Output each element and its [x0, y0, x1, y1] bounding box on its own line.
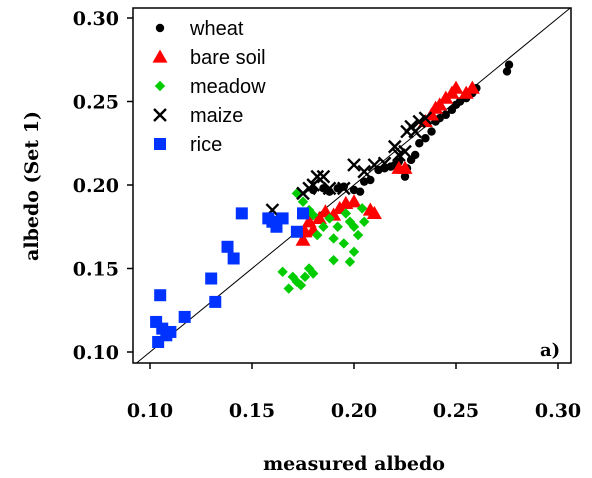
meadow-point: [340, 208, 352, 219]
meadow-point: [277, 266, 288, 278]
y-tick-label: 0.15: [73, 259, 119, 281]
x-tick-label: 0.20: [331, 400, 377, 422]
rice-point: [164, 325, 177, 338]
maize-point: [387, 139, 402, 154]
legend-maize-marker: [153, 108, 167, 122]
legend-meadow-marker: [154, 80, 166, 92]
legend-rice-label: rice: [190, 134, 222, 156]
rice-point: [154, 289, 167, 302]
rice-point: [221, 240, 234, 253]
wheat-point: [504, 60, 514, 69]
bare-soil-point: [448, 80, 464, 94]
wheat-point: [441, 110, 450, 120]
legend-rice-marker: [154, 138, 166, 150]
rice-point: [205, 272, 218, 285]
meadow-point: [344, 256, 356, 268]
maize-point: [336, 181, 351, 196]
meadow-point: [352, 229, 364, 241]
x-tick-label: 0.10: [127, 400, 173, 422]
maize-point: [310, 169, 325, 184]
y-axis-title: albedo (Set 1): [21, 111, 43, 261]
meadow-point: [338, 238, 349, 249]
rice-point: [235, 207, 248, 220]
legend-wheat-label: wheat: [189, 18, 244, 40]
maize-point: [377, 156, 392, 171]
meadow-point: [359, 216, 370, 227]
bare-soil-point: [432, 97, 448, 111]
meadow-point: [324, 213, 335, 224]
x-axis: 0.10 0.15 0.20 0.25 0.30: [127, 363, 581, 422]
wheat-point: [455, 97, 465, 106]
meadow-point: [299, 271, 311, 283]
bare-soil-point: [366, 205, 382, 220]
meadow-point: [348, 246, 360, 257]
meadow-point: [312, 229, 323, 241]
maize-point: [408, 124, 423, 139]
bare-soil-point: [397, 160, 413, 174]
wheat-point: [319, 184, 328, 193]
bare-soil-point: [295, 232, 311, 246]
maize-point: [347, 158, 361, 172]
maize-point: [398, 144, 412, 159]
meadow-point: [283, 283, 294, 294]
meadow-point: [328, 254, 339, 266]
rice-point: [297, 207, 309, 220]
one-to-one-line: [136, 7, 571, 364]
legend-bare-soil-marker: [152, 49, 168, 63]
data-points: [150, 60, 514, 348]
meadow-point: [297, 196, 309, 207]
maize-point: [418, 111, 433, 126]
maize-point: [357, 164, 372, 179]
maize-point: [316, 169, 331, 184]
meadow-point: [295, 280, 307, 291]
wheat-point: [427, 127, 436, 136]
legend-maize-label: maize: [190, 105, 243, 127]
meadow-point: [356, 203, 368, 214]
wheat-point: [415, 139, 424, 148]
rice-point: [209, 295, 222, 308]
meadow-point: [348, 221, 360, 232]
legend-bare-soil-label: bare soil: [190, 47, 266, 69]
y-tick-label: 0.20: [73, 175, 119, 197]
bare-soil-point: [311, 210, 327, 225]
rice-point: [290, 225, 303, 238]
meadow-point: [318, 221, 329, 232]
bare-soil-point: [464, 80, 480, 94]
x-tick-label: 0.15: [229, 400, 275, 422]
x-tick-label: 0.25: [433, 400, 479, 422]
panel-tag: a): [540, 340, 560, 361]
meadow-point: [308, 268, 319, 279]
wheat-point: [366, 175, 375, 185]
rice-point: [227, 252, 240, 265]
bare-soil-point: [346, 194, 362, 208]
legend-wheat-marker: [155, 23, 165, 33]
maize-point: [306, 178, 321, 192]
wheat-point: [400, 172, 410, 181]
x-tick-label: 0.30: [535, 400, 581, 422]
rice-point: [178, 310, 191, 323]
y-axis: 0.10 0.15 0.20 0.25 0.30: [73, 8, 133, 364]
y-tick-label: 0.30: [73, 8, 119, 30]
meadow-point: [308, 209, 319, 221]
meadow-point: [328, 233, 339, 244]
rice-point: [276, 212, 289, 225]
meadow-point: [332, 221, 343, 232]
wheat-point: [421, 134, 430, 143]
wheat-point: [355, 187, 365, 196]
legend-meadow-label: meadow: [190, 76, 266, 98]
wheat-point: [411, 150, 420, 160]
legend: wheat bare soil meadow maize rice: [152, 18, 266, 156]
y-tick-label: 0.25: [73, 92, 119, 114]
wheat-point: [502, 67, 512, 76]
x-axis-title: measured albedo: [263, 453, 445, 475]
maize-point: [322, 181, 337, 196]
y-tick-label: 0.10: [73, 342, 119, 364]
